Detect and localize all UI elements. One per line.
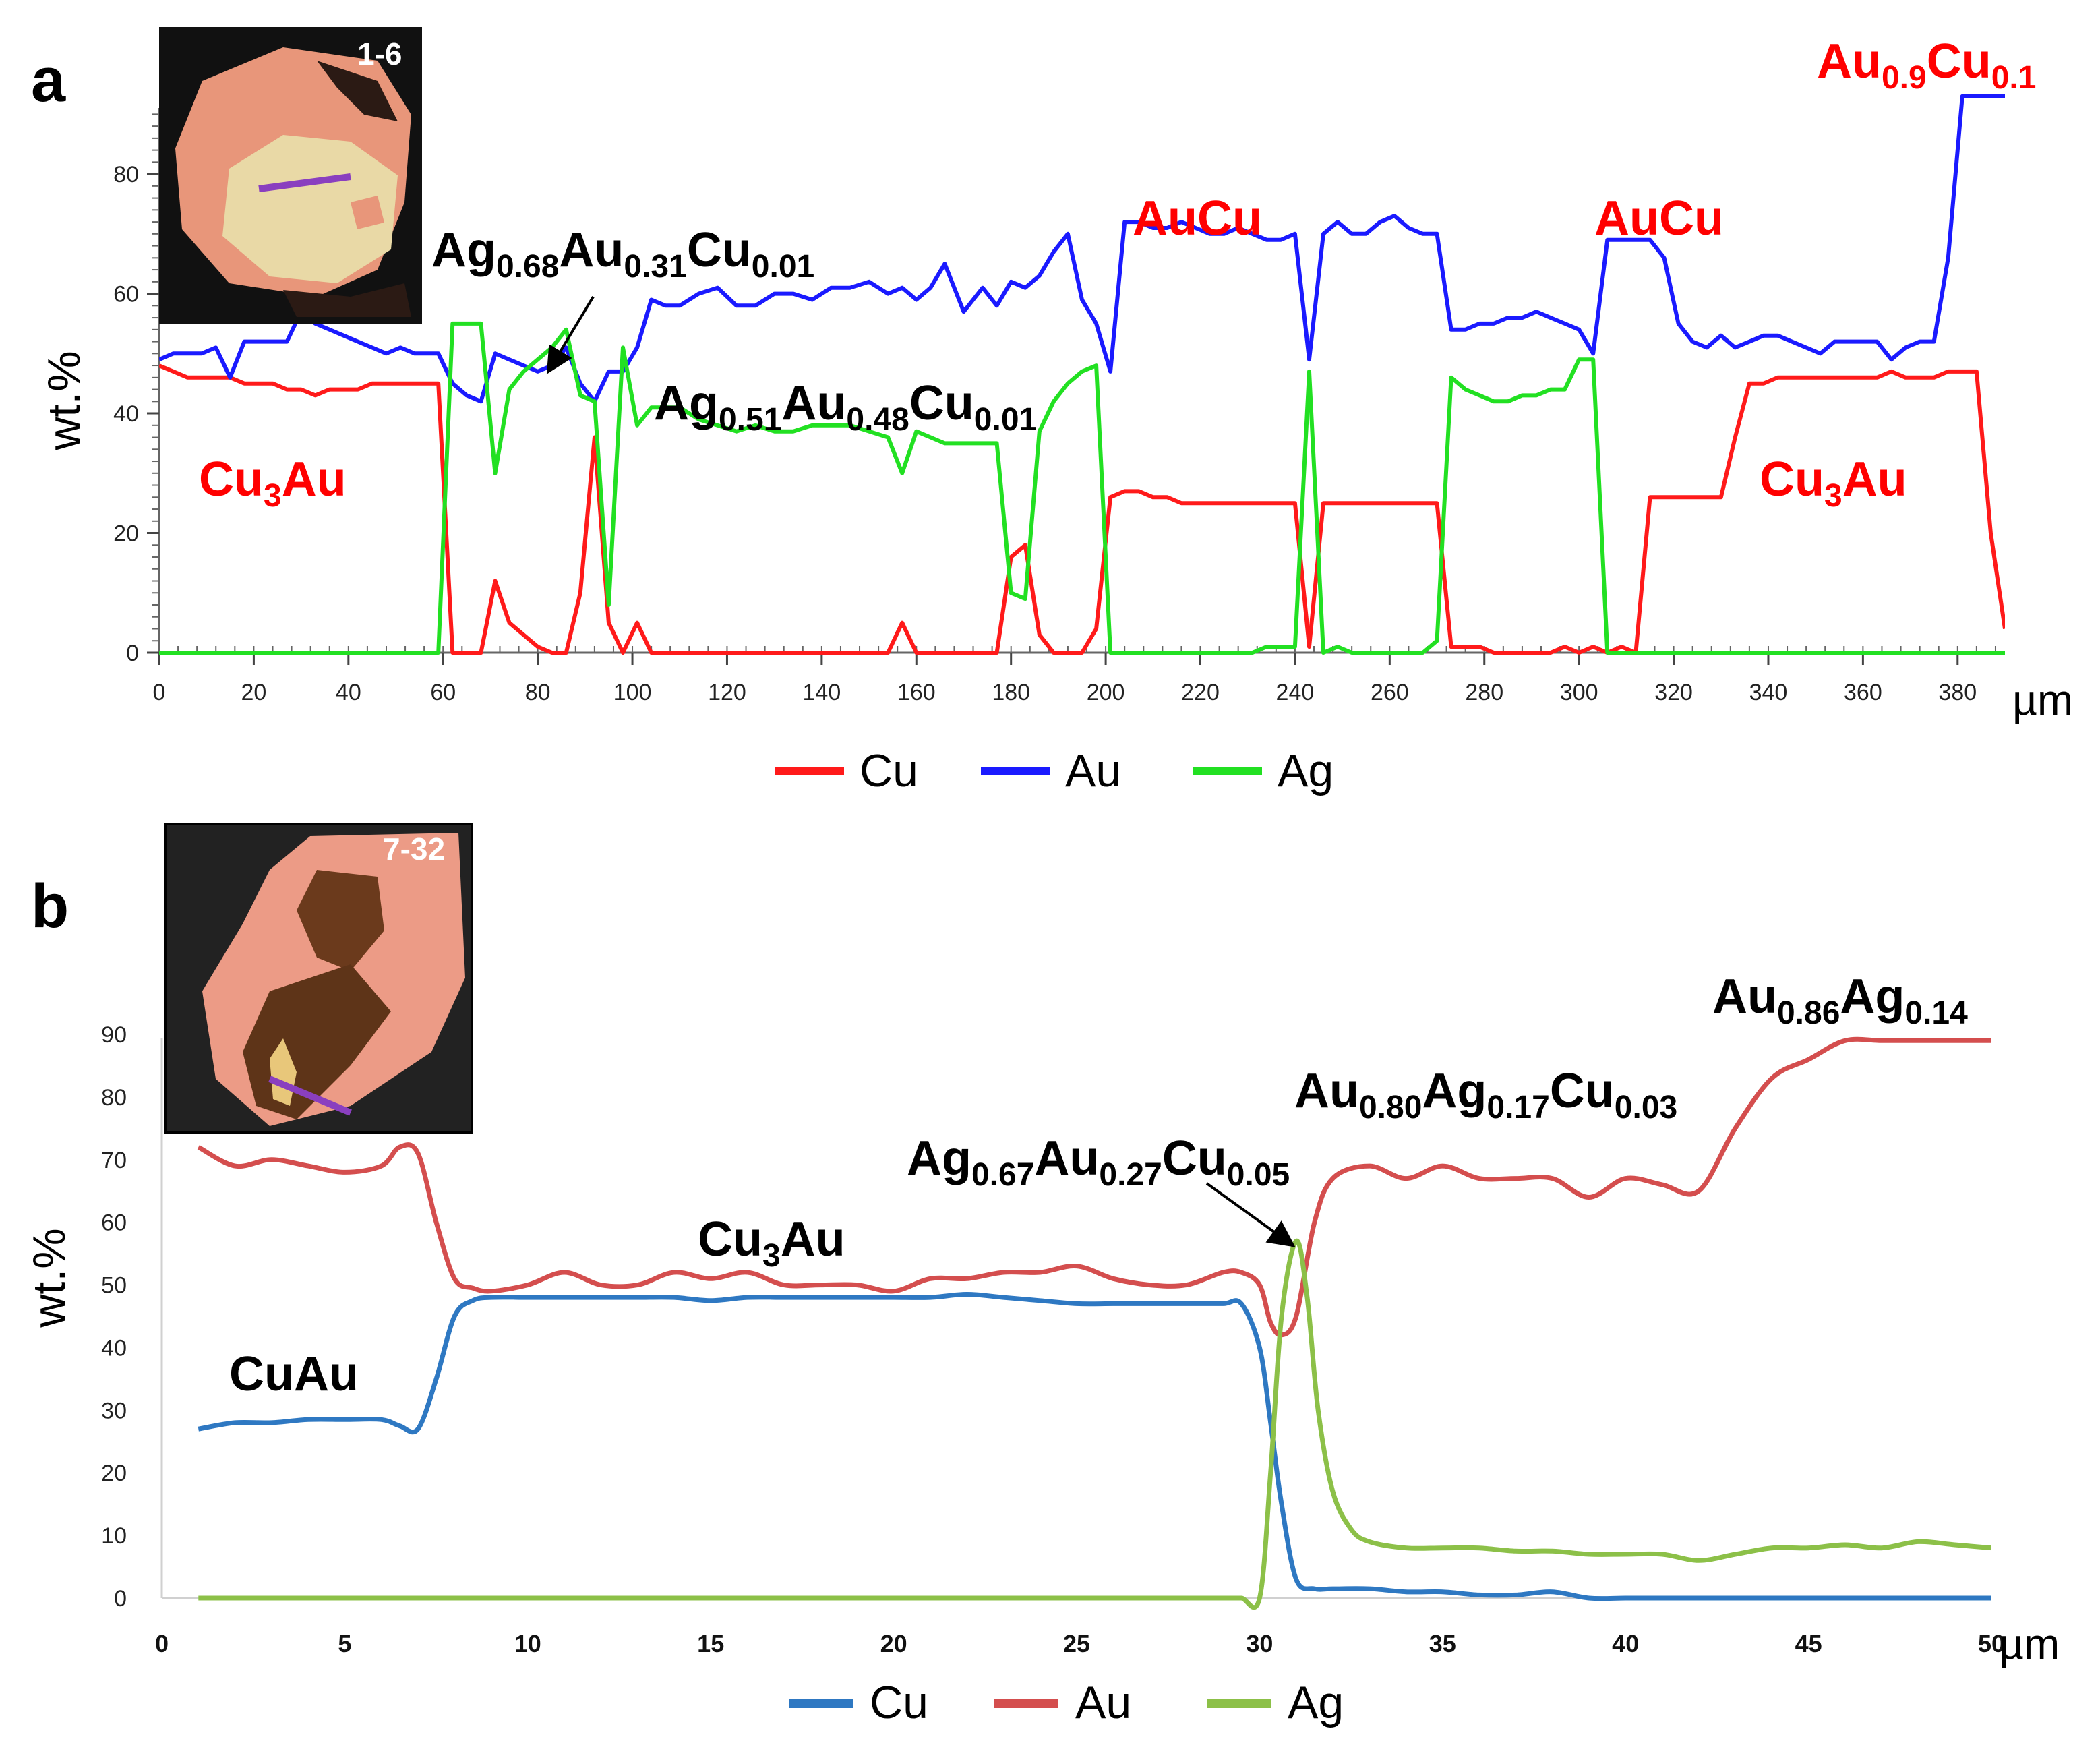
panel-b: b wt.% 0 10 20 30 40 50 60 70 80 90 0 5 10 15 20 25 30 3… — [24, 823, 2060, 1728]
annotation-ag067-arrow — [1205, 1182, 1296, 1247]
panel-a-x-ticks: 0 20 40 60 80 100 120 140 160 180 200 220 240 260 280 3… — [153, 653, 1977, 705]
panel-b-x-tick-label: 10 — [514, 1630, 541, 1657]
panel-b-y-tick-label: 50 — [101, 1273, 127, 1299]
panel-b-ylabel: wt.% — [24, 1228, 75, 1328]
legend-a-cu: Cu — [775, 745, 918, 796]
panel-a-series-cu-line — [159, 363, 2005, 655]
panel-a-legend: Cu Au Ag — [775, 745, 1333, 796]
panel-b-inset-label: 7-32 — [383, 831, 445, 866]
annotation-au086-ag014: Au0.86Ag0.14 — [1712, 970, 1968, 1031]
panel-b-x-tick-label: 50 — [1978, 1630, 2005, 1657]
panel-b-y-tick-label: 0 — [114, 1586, 127, 1612]
panel-a-x-tick-label: 180 — [992, 680, 1030, 705]
panel-b-x-tick-label: 20 — [880, 1630, 907, 1657]
panel-a-y-tick-label: 0 — [126, 641, 139, 666]
panel-b-inset-micrograph: 7-32 — [164, 823, 473, 1134]
panel-a-x-tick-label: 260 — [1371, 680, 1409, 705]
panel-b-y-ticks: 0 10 20 30 40 50 60 70 80 90 — [101, 1022, 127, 1612]
panel-a-x-tick-label: 220 — [1181, 680, 1220, 705]
annotation-cu3au-left: Cu3Au — [199, 452, 347, 514]
annotation-cuau: CuAu — [229, 1347, 359, 1401]
panel-a-x-tick-label: 100 — [613, 680, 652, 705]
svg-text:Ag: Ag — [1288, 1677, 1344, 1728]
panel-a-y-tick-label: 40 — [113, 401, 139, 427]
panel-a-x-tick-label: 40 — [336, 680, 361, 705]
panel-b-y-tick-label: 10 — [101, 1523, 127, 1549]
panel-b-letter: b — [31, 872, 69, 941]
panel-b-inset-scan-line — [268, 1076, 352, 1116]
panel-a-inset-scan-line — [258, 173, 351, 192]
panel-b-y-tick-label: 30 — [101, 1398, 127, 1423]
legend-b-cu: Cu — [789, 1677, 928, 1728]
panel-a-x-tick-label: 360 — [1844, 680, 1882, 705]
annotation-cu3au-right: Cu3Au — [1760, 452, 1907, 514]
panel-a-y-ticks: 0 20 40 60 80 — [113, 162, 159, 666]
panel-a-x-tick-label: 140 — [803, 680, 841, 705]
panel-a-inset-label: 1-6 — [357, 36, 402, 71]
legend-b-ag: Ag — [1207, 1677, 1344, 1728]
panel-b-series-ag-line — [198, 1238, 1991, 1610]
legend-b-au: Au — [994, 1677, 1131, 1728]
panel-a-x-tick-label: 120 — [708, 680, 746, 705]
panel-b-x-tick-label: 0 — [155, 1630, 169, 1657]
annotation-cu3au-b: Cu3Au — [698, 1212, 845, 1274]
panel-b-x-tick-label: 5 — [338, 1630, 351, 1657]
panel-b-x-ticks: 0 5 10 15 20 25 30 35 40 45 50 — [155, 1630, 2005, 1657]
panel-a-series-au-line — [159, 94, 2005, 404]
annotation-au09-cu01: Au0.9Cu0.1 — [1817, 34, 2036, 96]
panel-a-inset-micrograph: 1-6 — [159, 27, 422, 324]
panel-a-series-ag-line — [159, 321, 2005, 655]
panel-a-x-tick-label: 160 — [897, 680, 936, 705]
panel-a-x-tick-label: 380 — [1938, 680, 1977, 705]
panel-a-x-unit: µm — [2012, 676, 2073, 724]
panel-b-series-au-line — [197, 1036, 1991, 1338]
panel-b-y-tick-label: 20 — [101, 1461, 127, 1486]
panel-b-y-tick-label: 80 — [101, 1085, 127, 1111]
panel-a-x-tick-label: 340 — [1749, 680, 1788, 705]
panel-a-letter: a — [31, 46, 66, 115]
svg-text:Cu: Cu — [870, 1677, 928, 1728]
annotation-aucu-1: AuCu — [1133, 192, 1262, 245]
panel-a-x-tick-label: 240 — [1276, 680, 1315, 705]
panel-b-y-tick-label: 70 — [101, 1148, 127, 1173]
panel-a-x-tick-label: 80 — [525, 680, 551, 705]
panel-a: a wt.% 0 20 40 60 80 0 20 40 60 80 100 120 140 160 18… — [31, 27, 2073, 796]
panel-a-x-tick-label: 60 — [430, 680, 456, 705]
annotation-ag067-au027-cu005: Ag0.67Au0.27Cu0.05 — [907, 1131, 1290, 1193]
legend-a-au: Au — [981, 745, 1121, 796]
panel-b-x-unit: µm — [1999, 1620, 2060, 1668]
panel-b-x-tick-label: 40 — [1612, 1630, 1639, 1657]
panel-a-x-tick-label: 300 — [1560, 680, 1598, 705]
annotation-ag051-au048-cu001: Ag0.51Au0.48Cu0.01 — [654, 376, 1037, 438]
panel-b-x-tick-label: 25 — [1063, 1630, 1090, 1657]
panel-b-series-cu-line — [198, 1292, 1991, 1601]
panel-a-y-tick-label: 20 — [113, 521, 139, 547]
annotation-au080-ag017-cu003: Au0.80Ag0.17Cu0.03 — [1294, 1064, 1677, 1125]
panel-a-y-tick-label: 60 — [113, 282, 139, 307]
svg-text:Au: Au — [1065, 745, 1121, 796]
legend-a-ag: Ag — [1193, 745, 1333, 796]
panel-b-y-tick-label: 40 — [101, 1335, 127, 1361]
panel-a-x-tick-label: 20 — [241, 680, 266, 705]
annotation-ag068-arrow — [546, 295, 595, 374]
panel-b-x-tick-label: 35 — [1429, 1630, 1456, 1657]
panel-a-ylabel: wt.% — [38, 351, 90, 450]
svg-text:Cu: Cu — [860, 745, 918, 796]
panel-b-x-tick-label: 15 — [697, 1630, 724, 1657]
annotation-ag068-au031-cu001: Ag0.68Au0.31Cu0.01 — [431, 223, 814, 285]
panel-b-legend: Cu Au Ag — [789, 1677, 1344, 1728]
panel-a-x-tick-label: 200 — [1087, 680, 1125, 705]
annotation-aucu-2: AuCu — [1594, 192, 1724, 245]
panel-b-y-tick-label: 60 — [101, 1210, 127, 1236]
panel-a-x-tick-label: 0 — [153, 680, 166, 705]
panel-a-x-tick-label: 280 — [1465, 680, 1503, 705]
svg-text:Au: Au — [1075, 1677, 1131, 1728]
panel-b-x-tick-label: 45 — [1795, 1630, 1822, 1657]
panel-a-x-tick-label: 320 — [1654, 680, 1693, 705]
panel-b-y-tick-label: 90 — [101, 1022, 127, 1048]
svg-text:Ag: Ag — [1278, 745, 1333, 796]
panel-a-y-tick-label: 80 — [113, 162, 139, 187]
panel-b-x-tick-label: 30 — [1246, 1630, 1273, 1657]
